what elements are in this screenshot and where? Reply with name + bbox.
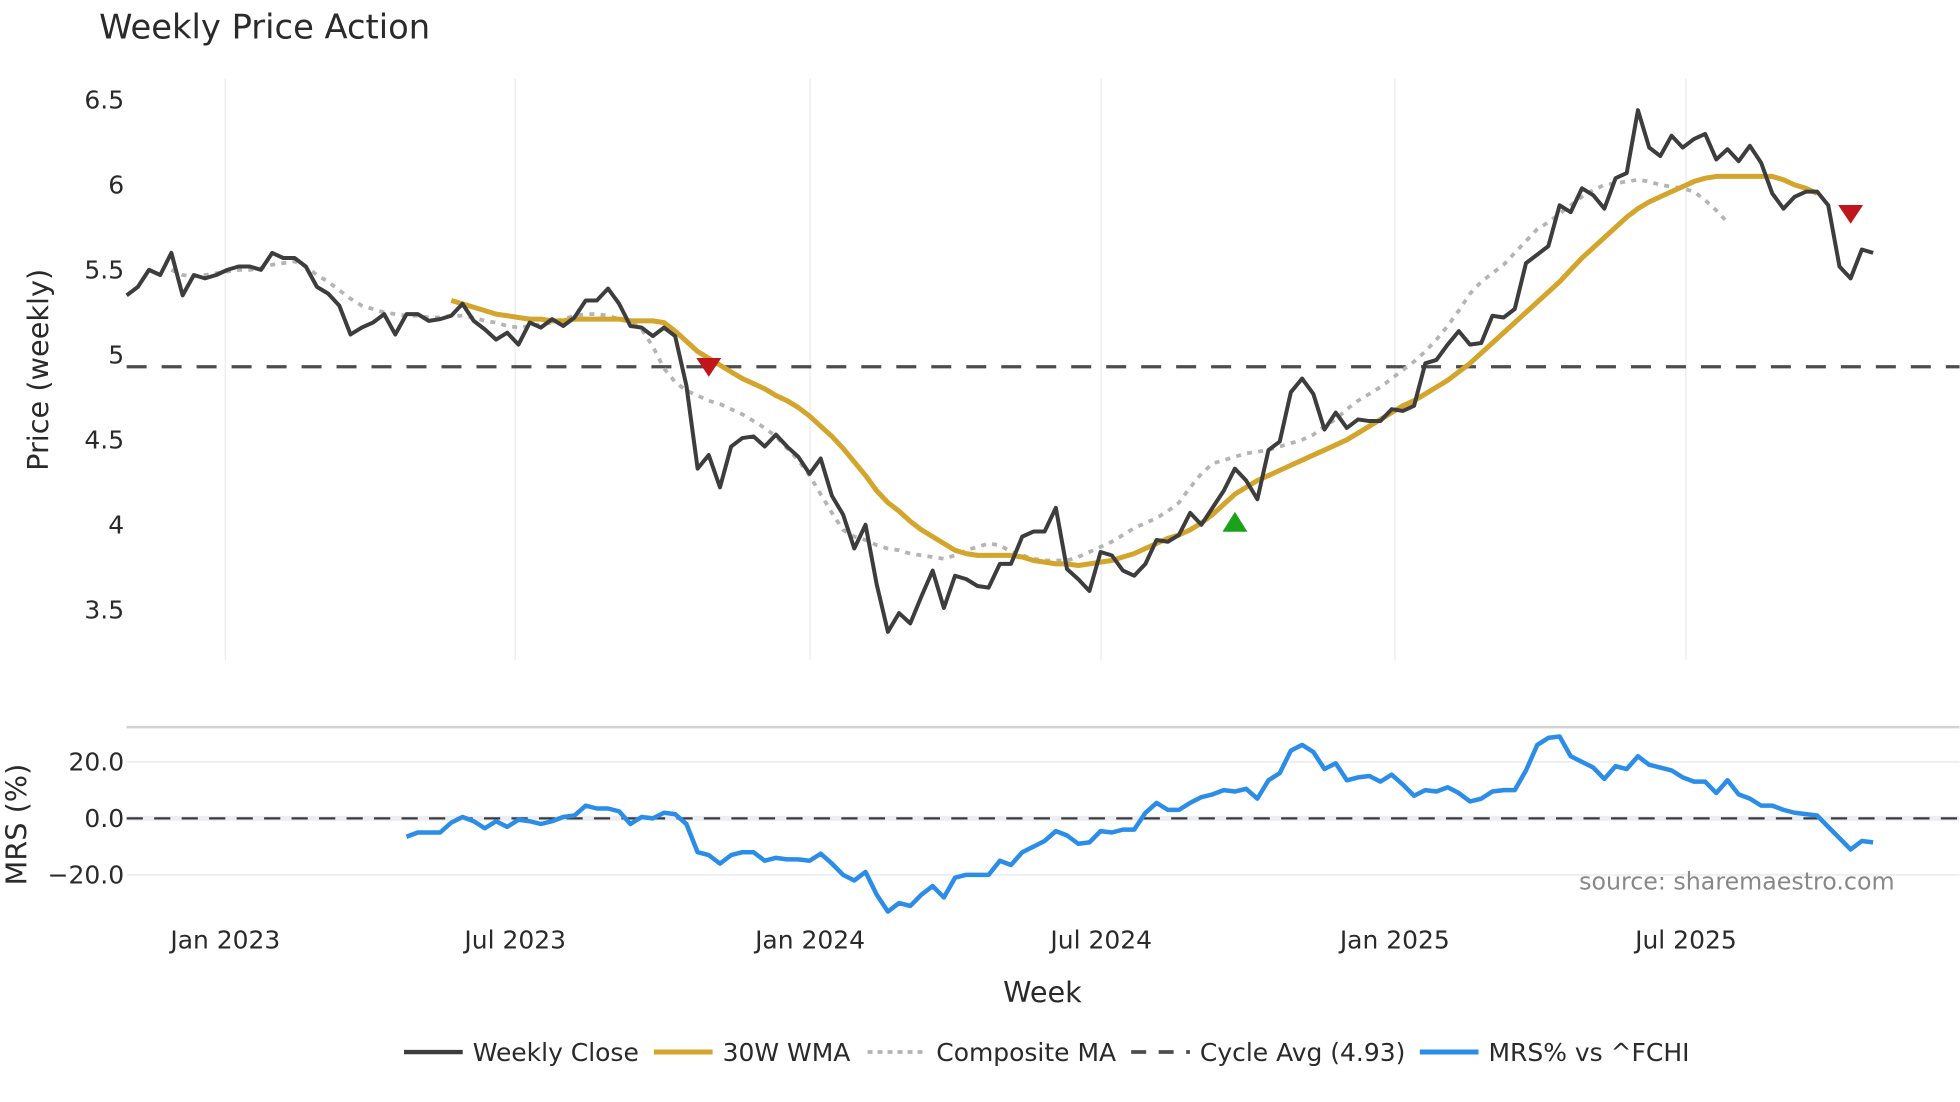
- signal-markers: [696, 205, 1864, 532]
- x-tick-labels: Jan 2023 Jul 2023 Jan 2024 Jul 2024 Jan 2025…: [168, 925, 1736, 954]
- y-tick-label: 6: [108, 171, 124, 200]
- buy-signal-marker-icon: [1222, 511, 1248, 532]
- mrs-y-tick-labels: 20.0 0.0 −20.0: [48, 748, 125, 890]
- sell-signal-marker-icon: [1838, 205, 1864, 224]
- x-axis-label: Week: [1003, 975, 1082, 1009]
- sell-signal-marker-icon: [696, 357, 722, 377]
- x-tick-label: Jul 2024: [1048, 925, 1152, 954]
- mrs-y-axis-label: MRS (%): [0, 764, 34, 886]
- weekly-close-line: [125, 108, 1874, 634]
- x-tick-label: Jul 2025: [1633, 925, 1737, 954]
- y-tick-label: 4: [108, 511, 124, 540]
- legend-label: Weekly Close: [473, 1038, 639, 1067]
- x-tick-label: Jan 2024: [753, 925, 865, 954]
- y-tick-label: 3.5: [84, 595, 124, 624]
- y-tick-label: −20.0: [48, 861, 125, 890]
- price-gridlines: [224, 78, 1687, 660]
- composite-ma-line: [170, 177, 1729, 563]
- legend: Weekly Close 30W WMA Composite MA Cycle Avg…: [404, 1038, 1690, 1067]
- legend-label: Cycle Avg (4.93): [1200, 1038, 1405, 1067]
- y-tick-label: 20.0: [69, 748, 125, 777]
- price-y-axis-label: Price (weekly): [21, 269, 55, 471]
- y-tick-label: 0.0: [84, 804, 124, 833]
- legend-item[interactable]: 30W WMA: [653, 1038, 851, 1067]
- y-tick-label: 4.5: [84, 426, 124, 455]
- price-y-tick-labels: 6.5 6 5.5 5 4.5 4 3.5: [84, 86, 124, 625]
- mrs-line: [405, 734, 1874, 914]
- x-tick-label: Jan 2025: [1338, 925, 1450, 954]
- x-tick-label: Jan 2023: [168, 925, 280, 954]
- x-tick-label: Jul 2023: [462, 925, 566, 954]
- y-tick-label: 6.5: [84, 86, 124, 115]
- legend-item[interactable]: MRS% vs ^FCHI: [1419, 1038, 1690, 1067]
- legend-label: MRS% vs ^FCHI: [1489, 1038, 1690, 1067]
- legend-item[interactable]: Weekly Close: [404, 1038, 639, 1067]
- y-tick-label: 5.5: [84, 256, 124, 285]
- y-tick-label: 5: [108, 341, 124, 370]
- legend-item[interactable]: Composite MA: [867, 1038, 1117, 1067]
- chart-title: Weekly Price Action: [99, 8, 430, 47]
- legend-label: 30W WMA: [723, 1038, 851, 1067]
- legend-label: Composite MA: [936, 1038, 1116, 1067]
- legend-item[interactable]: Cycle Avg (4.93): [1131, 1038, 1405, 1067]
- source-note: source: sharemaestro.com: [1579, 868, 1894, 896]
- wma-30w-line: [450, 173, 1819, 568]
